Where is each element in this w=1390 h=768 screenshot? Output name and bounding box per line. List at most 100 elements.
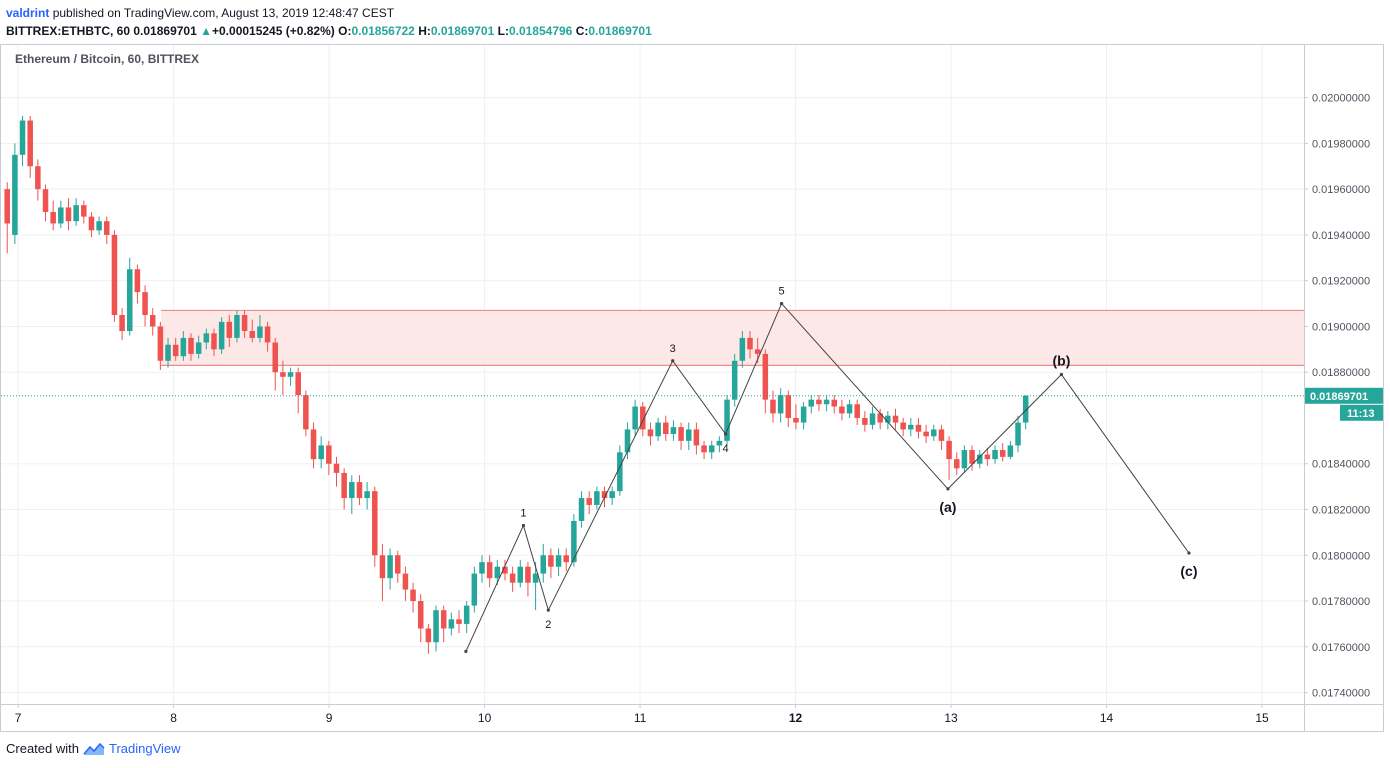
candle-body xyxy=(58,207,64,224)
impulse-wave-label: 2 xyxy=(545,619,551,631)
low-label: L: xyxy=(497,24,509,38)
candle-body xyxy=(808,399,815,407)
time-axis[interactable]: 7 8 9 10 11 12 13 14 15 xyxy=(15,704,1269,725)
close-label: C: xyxy=(575,24,589,38)
candle-body xyxy=(349,482,355,499)
candle-body xyxy=(50,212,56,224)
candle-body xyxy=(264,326,271,343)
publish-header: valdrint published on TradingView.com, A… xyxy=(6,4,652,40)
time-tick-label: 15 xyxy=(1255,711,1269,725)
candle-body xyxy=(969,450,975,464)
price-axis[interactable]: 0.02000000 0.01980000 0.01960000 0.01940000… xyxy=(1304,93,1370,700)
candle-body xyxy=(35,166,41,190)
candle-body xyxy=(800,406,807,423)
price-tick-label: 0.01780000 xyxy=(1312,596,1370,608)
candle-body xyxy=(471,573,478,606)
candle-body xyxy=(211,333,217,350)
elliott-waves: 1 2 3 4 5 (a) (b) (c) xyxy=(464,286,1198,653)
candle-body xyxy=(195,342,202,354)
candle-body xyxy=(81,205,87,217)
candle-body xyxy=(976,454,983,464)
candle-body xyxy=(869,413,876,425)
author-link[interactable]: valdrint xyxy=(6,6,50,20)
candle-body xyxy=(257,326,263,338)
time-tick-label: 10 xyxy=(478,711,492,725)
resistance-zone-fill xyxy=(161,310,1304,366)
countdown-tag xyxy=(1340,404,1383,421)
price-change: +0.00015245 (+0.82%) xyxy=(212,24,335,38)
impulse-wave-label: 1 xyxy=(520,508,526,520)
candle-body xyxy=(663,422,669,434)
up-arrow-icon: ▲ xyxy=(200,24,212,38)
candle-body xyxy=(632,406,638,430)
ohlc-line: BITTREX:ETHBTC, 60 0.01869701 ▲+0.000152… xyxy=(6,22,652,40)
impulse-wave-point xyxy=(464,649,468,653)
candle-body xyxy=(1015,422,1021,446)
candle-body xyxy=(885,415,891,423)
candle-body xyxy=(341,472,347,499)
candle-body xyxy=(770,399,776,414)
price-tick-label: 0.02000000 xyxy=(1312,93,1370,105)
candle-body xyxy=(96,221,102,231)
impulse-wave-point xyxy=(546,608,550,612)
candle-body xyxy=(578,498,585,521)
candle-body xyxy=(693,429,700,446)
candle-body xyxy=(525,566,531,583)
candle-body xyxy=(724,399,730,441)
candle-body xyxy=(149,315,156,327)
publish-line: valdrint published on TradingView.com, A… xyxy=(6,4,652,22)
candle-body xyxy=(678,427,684,441)
corrective-wave-point xyxy=(779,301,784,306)
candle-body xyxy=(999,450,1006,457)
impulse-wave-point xyxy=(723,432,728,436)
candle-body xyxy=(203,333,210,343)
candle-body xyxy=(333,463,340,473)
candle-body xyxy=(303,395,309,430)
candle-body xyxy=(172,344,179,357)
candle-body xyxy=(364,491,370,499)
candle-body xyxy=(716,440,723,446)
impulse-wave-label: 4 xyxy=(723,443,729,455)
corrective-wave-point xyxy=(1187,551,1191,555)
candle-body xyxy=(119,315,125,332)
low-value: 0.01854796 xyxy=(508,24,573,38)
candle-body xyxy=(440,610,447,629)
candle-body xyxy=(433,610,439,643)
candle-body xyxy=(739,337,746,361)
close-value: 0.01869701 xyxy=(588,24,652,38)
created-with-text: Created with xyxy=(6,741,79,756)
chart-frame xyxy=(0,44,1384,732)
candle-body xyxy=(88,216,95,231)
price-tick-label: 0.01760000 xyxy=(1312,642,1370,654)
grid xyxy=(1,45,1304,704)
candle-body xyxy=(747,337,753,350)
candle-body xyxy=(126,269,133,332)
candle-body xyxy=(4,189,10,224)
time-tick-label: 11 xyxy=(634,711,647,725)
candle-body xyxy=(142,292,148,316)
candle-body xyxy=(241,315,248,332)
candle-body xyxy=(923,431,929,437)
candle-body xyxy=(287,372,294,377)
impulse-wave-point xyxy=(521,523,526,528)
candle-body xyxy=(494,566,501,579)
candle-body xyxy=(42,189,49,213)
candle-body xyxy=(1022,395,1029,423)
time-tick-label: 7 xyxy=(15,711,22,725)
candle-body xyxy=(793,417,799,423)
footer: Created with TradingView xyxy=(6,741,181,756)
candle-body xyxy=(540,555,547,574)
candle-body xyxy=(816,399,822,405)
candle-body xyxy=(188,337,194,354)
tradingview-link[interactable]: TradingView xyxy=(108,741,181,756)
time-tick-label: 8 xyxy=(170,711,177,725)
candle-body xyxy=(961,450,968,469)
candle-body xyxy=(318,445,324,460)
candle-body xyxy=(448,619,455,629)
candle-body xyxy=(310,429,317,460)
time-tick-label: 12 xyxy=(789,711,803,725)
candle-body xyxy=(854,404,860,418)
candle-body xyxy=(1007,445,1014,457)
candle-body xyxy=(862,417,868,425)
